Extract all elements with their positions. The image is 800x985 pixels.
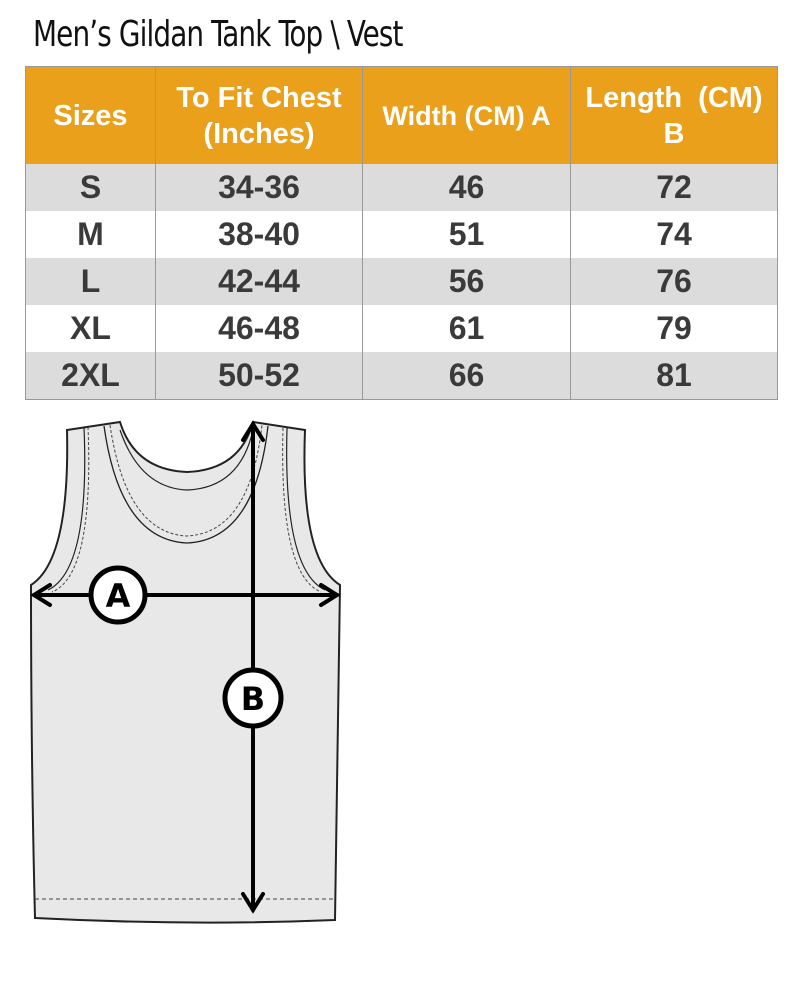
- neckline-stitch: [109, 424, 263, 537]
- cell-length: 76: [570, 258, 778, 305]
- header-width: Width (CM) A: [362, 66, 571, 164]
- header-length: Length (CM) B: [570, 66, 778, 164]
- neckline-inner: [119, 429, 254, 491]
- cell-size: L: [25, 258, 156, 305]
- width-arrow-a: [30, 583, 341, 607]
- size-chart-table: Sizes To Fit Chest (Inches) Width (CM) A…: [25, 66, 778, 400]
- cell-length: 72: [570, 164, 778, 211]
- table-row: M 38-40 51 74: [25, 211, 778, 258]
- label-a: A: [106, 577, 131, 615]
- cell-size: M: [25, 211, 156, 258]
- cell-width: 56: [362, 258, 571, 305]
- cell-size: XL: [25, 305, 156, 352]
- cell-width: 66: [362, 352, 571, 400]
- table-header-row: Sizes To Fit Chest (Inches) Width (CM) A…: [25, 66, 778, 164]
- cell-width: 51: [362, 211, 571, 258]
- cell-chest: 46-48: [155, 305, 363, 352]
- tank-top-outline: [29, 420, 342, 924]
- length-arrow-b: [241, 420, 265, 914]
- cell-size: S: [25, 164, 156, 211]
- cell-length: 81: [570, 352, 778, 400]
- right-armhole-trim: [286, 427, 326, 591]
- label-b: B: [241, 680, 265, 718]
- page-title: Men’s Gildan Tank Top \ Vest: [33, 14, 403, 55]
- left-armhole-trim: [47, 426, 86, 591]
- cell-width: 61: [362, 305, 571, 352]
- header-chest: To Fit Chest (Inches): [155, 66, 363, 164]
- label-a-circle: [88, 565, 148, 625]
- label-b-circle: [222, 667, 284, 729]
- header-sizes: Sizes: [25, 66, 156, 164]
- cell-width: 46: [362, 164, 571, 211]
- cell-length: 79: [570, 305, 778, 352]
- left-armhole-stitch: [51, 426, 90, 593]
- table-row: S 34-36 46 72: [25, 164, 778, 211]
- cell-chest: 42-44: [155, 258, 363, 305]
- cell-chest: 50-52: [155, 352, 363, 400]
- table-row: XL 46-48 61 79: [25, 305, 778, 352]
- table-row: L 42-44 56 76: [25, 258, 778, 305]
- table-row: 2XL 50-52 66 81: [25, 352, 778, 400]
- cell-chest: 38-40: [155, 211, 363, 258]
- cell-size: 2XL: [25, 352, 156, 400]
- cell-chest: 34-36: [155, 164, 363, 211]
- right-armhole-stitch: [282, 427, 322, 593]
- cell-length: 74: [570, 211, 778, 258]
